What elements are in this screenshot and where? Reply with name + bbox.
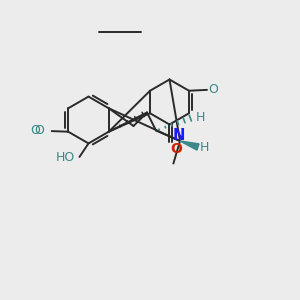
Text: O: O <box>208 83 218 96</box>
Text: HO: HO <box>56 151 75 164</box>
Text: O: O <box>34 124 44 137</box>
Text: N: N <box>172 128 185 143</box>
Text: O: O <box>31 124 40 137</box>
Text: H: H <box>195 111 205 124</box>
Polygon shape <box>180 141 199 150</box>
Text: O: O <box>170 142 182 156</box>
Text: H: H <box>200 141 209 154</box>
